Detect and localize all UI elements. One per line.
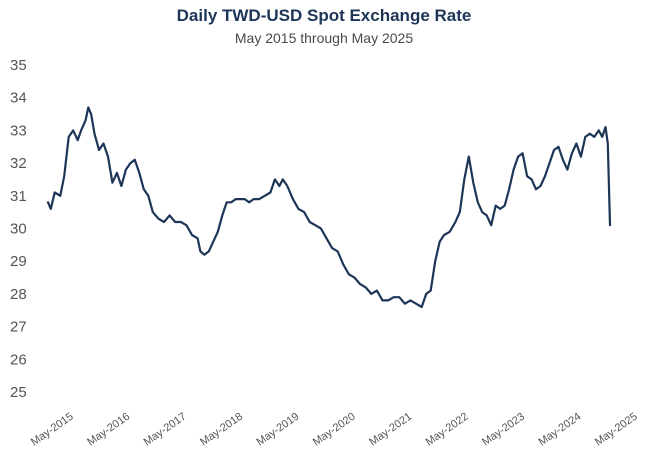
- chart-subtitle: May 2015 through May 2025: [234, 30, 414, 46]
- y-tick-label: 32: [10, 155, 27, 172]
- x-tick-label: May-2015: [29, 411, 76, 449]
- x-tick-label: May-2023: [480, 411, 527, 449]
- y-tick-label: 33: [10, 122, 27, 139]
- x-tick-label: May-2016: [85, 411, 132, 449]
- x-tick-label: May-2022: [424, 411, 471, 449]
- x-tick-label: May-2024: [536, 411, 583, 449]
- y-tick-label: 31: [10, 188, 27, 205]
- y-axis-ticks: 25 26 27 28 29 30 31 32 33 34 35: [10, 57, 27, 401]
- y-tick-label: 28: [10, 286, 27, 303]
- x-tick-label: May-2025: [593, 411, 640, 449]
- y-tick-label: 35: [10, 57, 27, 74]
- x-tick-label: May-2021: [367, 411, 414, 449]
- x-axis-ticks: May-2015 May-2016 May-2017 May-2018 May-2019…: [29, 411, 640, 449]
- chart-title: Daily TWD-USD Spot Exchange Rate: [176, 6, 472, 25]
- x-tick-label: May-2017: [142, 411, 189, 449]
- x-tick-label: May-2019: [254, 411, 301, 449]
- y-tick-label: 26: [10, 351, 27, 368]
- x-tick-label: May-2020: [311, 411, 358, 449]
- y-tick-label: 29: [10, 253, 27, 270]
- series-line-twd-usd: [46, 106, 612, 309]
- y-tick-label: 25: [10, 384, 27, 401]
- y-tick-label: 34: [10, 90, 27, 107]
- y-tick-label: 30: [10, 221, 27, 238]
- y-tick-label: 27: [10, 319, 27, 336]
- x-tick-label: May-2018: [198, 411, 245, 449]
